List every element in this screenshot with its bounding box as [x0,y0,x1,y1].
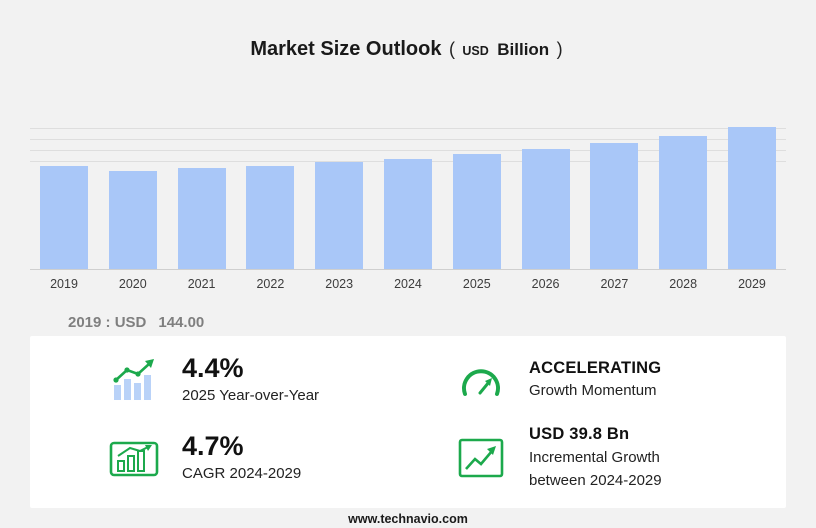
bar-2022 [246,166,295,269]
title-paren-close: ) [556,39,563,59]
yoy-bar-chart-icon [108,354,160,406]
x-label-2020: 2020 [118,277,147,291]
stat-label: Incremental Growth [529,449,660,467]
bar-2028 [659,136,708,269]
stat-label2: between 2024-2029 [529,471,662,489]
title-main: Market Size Outlook [250,38,442,60]
title-paren-open: ( [448,39,455,59]
bar-2020 [108,171,157,269]
x-label-2021: 2021 [187,277,216,291]
stat-value: 4.4% [182,352,244,383]
gridline [30,128,786,129]
market-size-bar-chart: 2019 2020 2021 2022 2023 2024 2025 2026 2027 2028… [30,120,786,291]
bar-2025 [452,154,501,269]
stats-panel: 4.4% 2025 Year-over-Year ACCELERATING Gr… [30,336,786,508]
x-label-2019: 2019 [50,277,78,291]
gridline [30,150,786,151]
x-label-2024: 2024 [394,277,422,291]
stat-label: 2025 Year-over-Year [182,387,320,405]
x-label-2022: 2022 [256,277,285,291]
x-label-2028: 2028 [669,277,698,291]
chart-plot-area [30,120,786,270]
bar-2029 [727,127,776,269]
x-label-2025: 2025 [462,277,491,291]
annotation-value: 144.00 [158,314,205,331]
stat-label: Growth Momentum [529,382,657,400]
stat-value: 4.7% [182,430,244,461]
gridline [30,139,786,140]
x-label-2029: 2029 [738,277,766,291]
x-label-2023: 2023 [325,277,354,291]
stat-label: CAGR 2024-2029 [182,465,302,483]
x-label-2026: 2026 [531,277,560,291]
bar-2023 [315,162,364,269]
bar-2026 [521,149,570,269]
technavio-link[interactable]: www.technavio.com [348,512,468,526]
bar-2021 [177,168,226,269]
bar-2019 [40,166,88,269]
stat-value: USD 39.8 Bn [529,425,630,444]
page-title: Market Size Outlook ( USD Billion ) [0,38,816,61]
x-label-2027: 2027 [600,277,629,291]
stat-growth-momentum: ACCELERATING Growth Momentum [437,354,766,406]
incremental-growth-icon [455,432,507,484]
stat-incremental-growth: USD 39.8 Bn Incremental Growth between 2… [437,425,766,490]
footer: www.technavio.com [0,510,816,528]
cagr-chart-icon [108,432,160,484]
bar-2024 [383,159,432,269]
stat-year-over-year: 4.4% 2025 Year-over-Year [108,352,437,406]
title-currency: USD [462,44,489,58]
bars-row [30,120,786,269]
base-year-annotation: 2019 : USD 144.00 [68,314,204,331]
bar-2027 [590,143,639,269]
speedometer-icon [455,354,507,406]
annotation-prefix: 2019 : USD [68,314,147,331]
title-unit: Billion [497,40,550,59]
x-axis-labels: 2019 2020 2021 2022 2023 2024 2025 2026 2027 2028… [30,277,786,291]
stat-value: ACCELERATING [529,358,662,377]
stat-cagr: 4.7% CAGR 2024-2029 [108,430,437,484]
